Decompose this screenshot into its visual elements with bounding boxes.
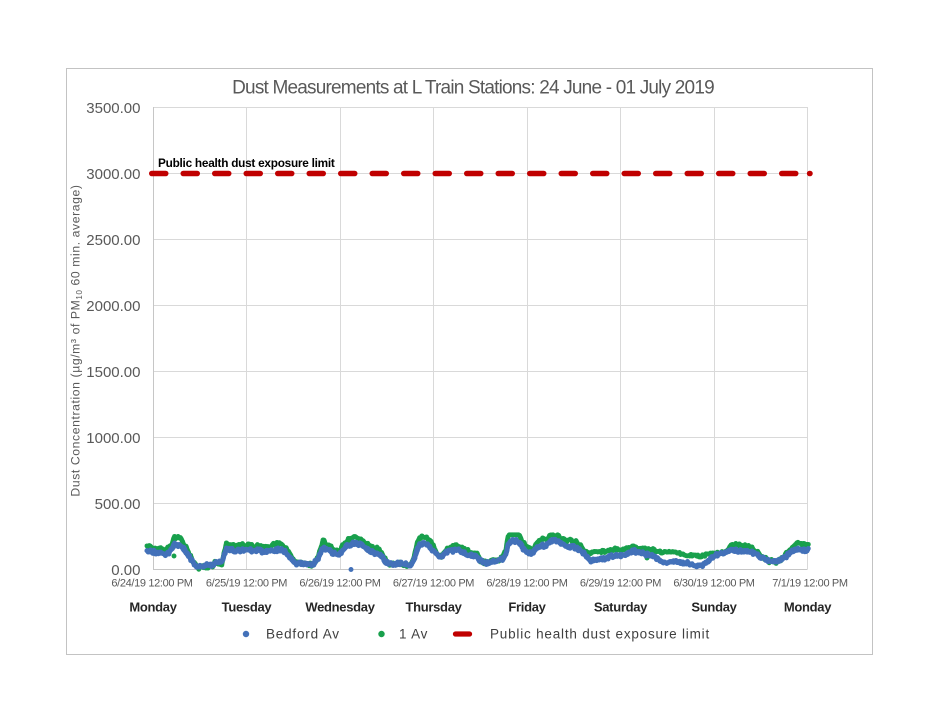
svg-text:Saturday: Saturday — [594, 600, 648, 615]
svg-text:3000.00: 3000.00 — [86, 166, 140, 183]
svg-text:6/27/19 12:00 PM: 6/27/19 12:00 PM — [393, 578, 474, 590]
svg-text:Dust Concentration (µg/m³ of P: Dust Concentration (µg/m³ of PM10 60 min… — [69, 184, 85, 496]
svg-text:Bedford Av: Bedford Av — [266, 627, 340, 642]
svg-text:1 Av: 1 Av — [399, 627, 428, 642]
svg-text:1500.00: 1500.00 — [86, 364, 140, 381]
svg-text:Public health dust exposure li: Public health dust exposure limit — [490, 627, 710, 642]
svg-text:6/24/19 12:00 PM: 6/24/19 12:00 PM — [111, 578, 192, 590]
svg-text:Monday: Monday — [784, 600, 832, 615]
svg-text:Wednesday: Wednesday — [305, 600, 375, 615]
svg-text:Dust Measurements at L Train S: Dust Measurements at L Train Stations: 2… — [232, 78, 714, 99]
svg-text:6/28/19 12:00 PM: 6/28/19 12:00 PM — [486, 578, 567, 590]
svg-text:Friday: Friday — [508, 600, 546, 615]
svg-text:3500.00: 3500.00 — [86, 100, 140, 117]
svg-text:2500.00: 2500.00 — [86, 232, 140, 249]
svg-text:Public health dust exposure li: Public health dust exposure limit — [158, 156, 335, 170]
svg-text:Monday: Monday — [129, 600, 177, 615]
svg-text:6/25/19 12:00 PM: 6/25/19 12:00 PM — [206, 578, 287, 590]
svg-text:Sunday: Sunday — [691, 600, 737, 615]
svg-text:Thursday: Thursday — [405, 600, 462, 615]
svg-text:Tuesday: Tuesday — [222, 600, 273, 615]
svg-text:0.00: 0.00 — [111, 562, 140, 579]
svg-text:1000.00: 1000.00 — [86, 430, 140, 447]
svg-text:6/29/19 12:00 PM: 6/29/19 12:00 PM — [580, 578, 661, 590]
svg-text:500.00: 500.00 — [95, 496, 141, 513]
svg-text:6/30/19 12:00 PM: 6/30/19 12:00 PM — [673, 578, 754, 590]
svg-text:6/26/19 12:00 PM: 6/26/19 12:00 PM — [299, 578, 380, 590]
svg-text:7/1/19 12:00 PM: 7/1/19 12:00 PM — [772, 578, 848, 590]
svg-text:2000.00: 2000.00 — [86, 298, 140, 315]
